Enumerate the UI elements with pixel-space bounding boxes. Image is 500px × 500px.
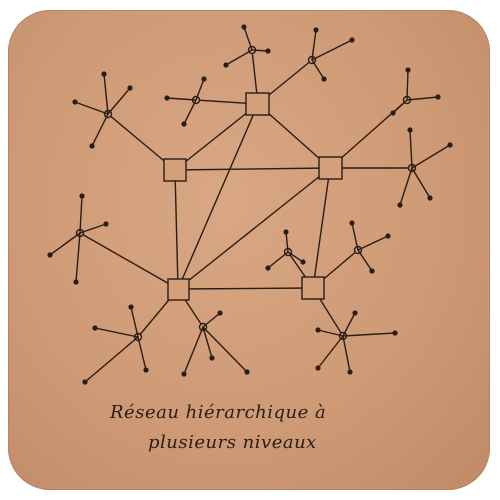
hub-right <box>318 156 343 180</box>
subnode-cluster-left-middle <box>47 193 109 285</box>
paper-card <box>8 10 490 490</box>
subnode-cluster-top <box>223 24 271 68</box>
subnode-cluster-bottom-left <box>82 304 149 385</box>
subnode-cluster-bottom-right <box>315 310 398 375</box>
subnode-cluster-right-middle <box>397 127 453 208</box>
subnode-cluster-center-small <box>265 229 306 271</box>
subnode-cluster-top-right <box>307 27 355 82</box>
hub-left <box>163 158 187 182</box>
subnode-cluster-top-left <box>164 76 207 127</box>
caption-line-1: Réseau hiérarchique à <box>110 402 327 423</box>
core-links <box>174 103 331 290</box>
subnode-cluster-left-upper <box>72 71 133 149</box>
hub-top <box>245 92 270 116</box>
hub-bottom-right <box>301 276 325 300</box>
subnode-cluster-bottom-middle <box>181 310 250 377</box>
caption-line-2: plusieurs niveaux <box>148 432 317 453</box>
subnode-cluster-right-lower <box>349 220 391 274</box>
hub-nodes <box>163 92 343 301</box>
subnode-cluster-right-upper <box>390 67 441 116</box>
hub-bottom-left <box>167 278 190 301</box>
